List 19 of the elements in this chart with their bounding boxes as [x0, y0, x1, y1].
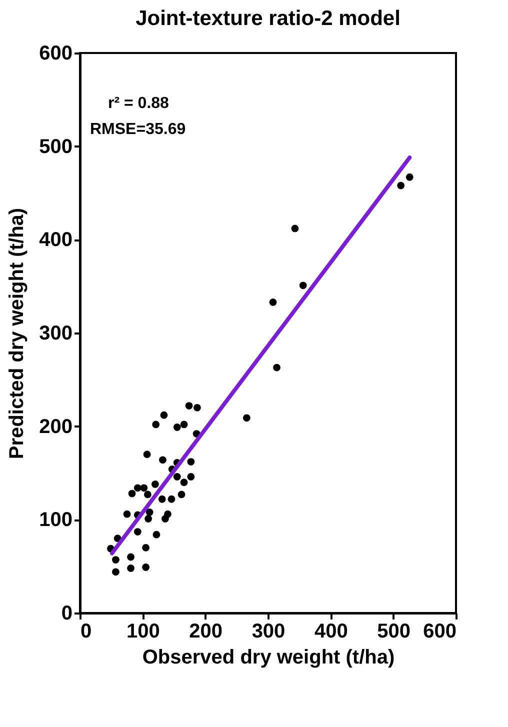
- y-tick-label: 600: [39, 42, 72, 64]
- x-tick-label: 200: [189, 620, 223, 642]
- annotation: RMSE=35.69: [90, 121, 186, 138]
- y-axis-title: Predicted dry weight (t/ha): [6, 208, 28, 460]
- x-tick-label: 300: [252, 620, 286, 642]
- chart-title: Joint-texture ratio-2 model: [136, 7, 400, 30]
- x-axis-title: Observed dry weight (t/ha): [142, 646, 395, 668]
- annotation: r² = 0.88: [108, 95, 170, 112]
- x-tick-label: 400: [314, 620, 348, 642]
- y-tick-label: 500: [39, 136, 72, 158]
- y-tick-label: 200: [39, 416, 72, 438]
- y-tick-label: 300: [39, 322, 72, 344]
- x-tick-label: 100: [126, 620, 160, 642]
- x-tick-label: 500: [377, 620, 411, 642]
- y-tick-label: 0: [61, 602, 72, 624]
- x-tick-label: 600: [423, 620, 456, 642]
- y-tick-label: 400: [39, 229, 72, 252]
- y-tick-label: 100: [39, 509, 72, 532]
- x-tick-label: 0: [80, 620, 92, 642]
